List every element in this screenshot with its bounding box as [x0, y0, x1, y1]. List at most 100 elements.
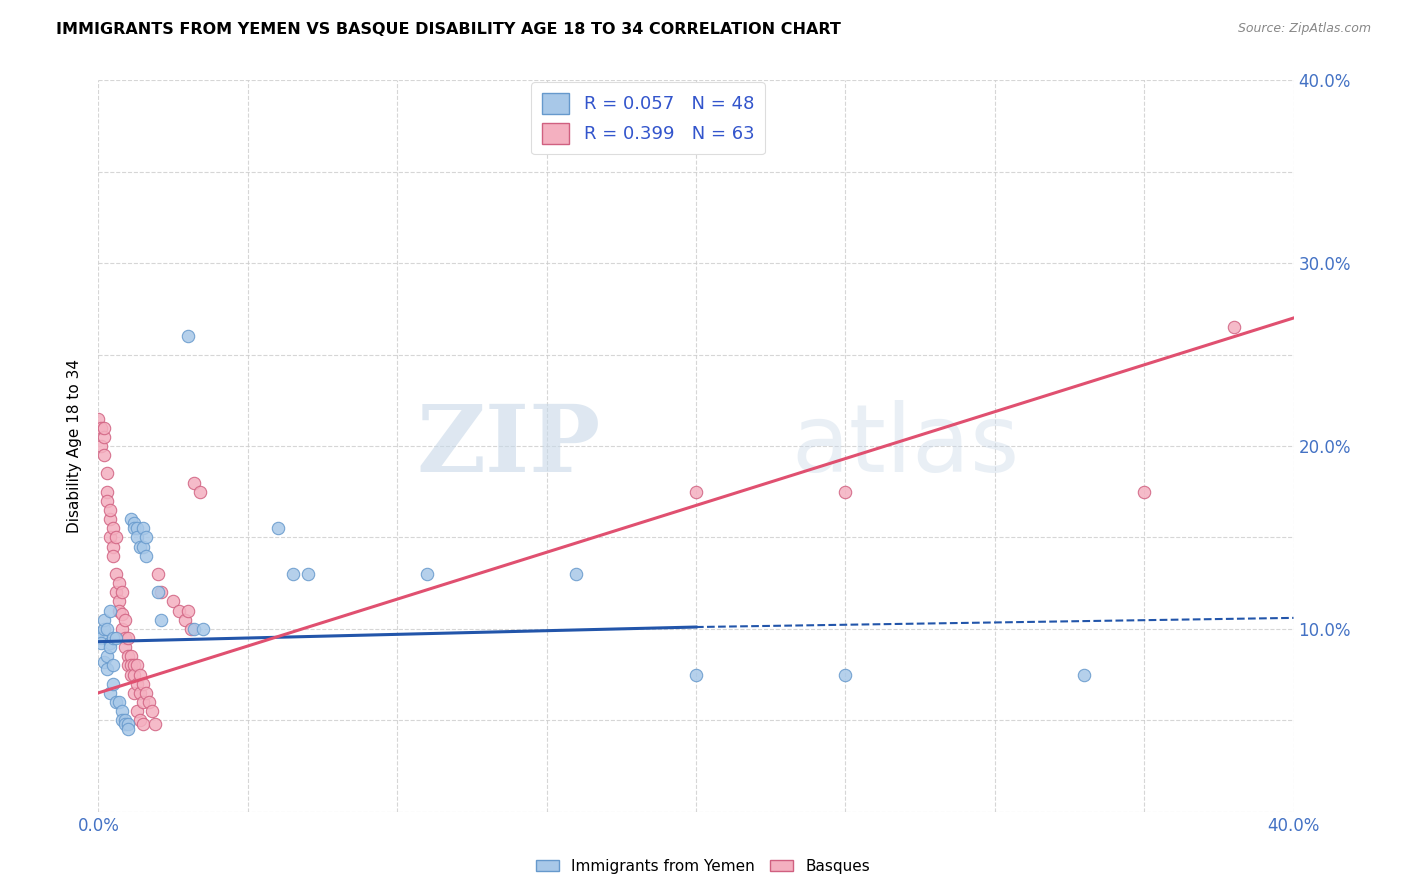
Point — [103, 549, 125, 563]
Point — [96, 649, 118, 664]
Point — [281, 567, 304, 582]
Point — [98, 636, 122, 650]
Point — [108, 576, 131, 591]
Text: atlas: atlas — [792, 400, 1019, 492]
Point — [127, 530, 149, 544]
Legend: Immigrants from Yemen, Basques: Immigrants from Yemen, Basques — [530, 853, 876, 880]
Point — [105, 631, 128, 645]
Point — [93, 622, 115, 636]
Point — [127, 521, 149, 535]
Point — [177, 329, 200, 343]
Point — [105, 585, 128, 599]
Point — [150, 613, 173, 627]
Point — [297, 567, 319, 582]
Point — [127, 704, 149, 718]
Point — [96, 484, 118, 499]
Point — [98, 603, 122, 617]
Point — [124, 521, 146, 535]
Point — [111, 622, 134, 636]
Y-axis label: Disability Age 18 to 34: Disability Age 18 to 34 — [67, 359, 83, 533]
Point — [132, 521, 155, 535]
Point — [96, 622, 118, 636]
Text: IMMIGRANTS FROM YEMEN VS BASQUE DISABILITY AGE 18 TO 34 CORRELATION CHART: IMMIGRANTS FROM YEMEN VS BASQUE DISABILI… — [56, 22, 841, 37]
Point — [124, 658, 146, 673]
Point — [111, 714, 134, 728]
Point — [98, 512, 122, 526]
Point — [114, 631, 136, 645]
Point — [143, 717, 166, 731]
Point — [129, 714, 152, 728]
Point — [124, 516, 146, 530]
Point — [685, 667, 707, 681]
Point — [127, 658, 149, 673]
Point — [111, 704, 134, 718]
Point — [117, 631, 139, 645]
Point — [114, 640, 136, 655]
Point — [174, 613, 197, 627]
Point — [191, 622, 214, 636]
Point — [117, 649, 139, 664]
Point — [103, 540, 125, 554]
Point — [93, 430, 115, 444]
Point — [183, 622, 205, 636]
Point — [129, 686, 152, 700]
Point — [124, 667, 146, 681]
Point — [132, 676, 155, 690]
Point — [103, 658, 125, 673]
Point — [90, 439, 112, 453]
Point — [114, 717, 136, 731]
Point — [96, 494, 118, 508]
Point — [103, 631, 125, 645]
Point — [96, 467, 118, 481]
Point — [150, 585, 173, 599]
Point — [180, 622, 202, 636]
Point — [103, 521, 125, 535]
Point — [127, 676, 149, 690]
Point — [167, 603, 190, 617]
Point — [135, 549, 157, 563]
Point — [188, 484, 211, 499]
Point — [1073, 667, 1095, 681]
Point — [93, 655, 115, 669]
Point — [132, 540, 155, 554]
Point — [416, 567, 439, 582]
Text: Source: ZipAtlas.com: Source: ZipAtlas.com — [1237, 22, 1371, 36]
Point — [117, 717, 139, 731]
Legend: R = 0.057   N = 48, R = 0.399   N = 63: R = 0.057 N = 48, R = 0.399 N = 63 — [531, 82, 765, 154]
Point — [124, 686, 146, 700]
Point — [105, 567, 128, 582]
Point — [267, 521, 290, 535]
Point — [105, 695, 128, 709]
Point — [114, 613, 136, 627]
Point — [98, 640, 122, 655]
Point — [96, 662, 118, 676]
Point — [148, 585, 170, 599]
Point — [141, 704, 163, 718]
Point — [183, 475, 205, 490]
Point — [103, 676, 125, 690]
Point — [111, 585, 134, 599]
Point — [98, 503, 122, 517]
Point — [117, 723, 139, 737]
Point — [90, 631, 112, 645]
Point — [129, 667, 152, 681]
Text: ZIP: ZIP — [416, 401, 600, 491]
Point — [162, 594, 184, 608]
Point — [685, 484, 707, 499]
Point — [132, 695, 155, 709]
Point — [1133, 484, 1156, 499]
Point — [117, 658, 139, 673]
Point — [120, 658, 142, 673]
Point — [105, 530, 128, 544]
Point — [111, 607, 134, 622]
Point — [565, 567, 588, 582]
Point — [120, 667, 142, 681]
Point — [87, 625, 110, 640]
Point — [108, 594, 131, 608]
Point — [177, 603, 200, 617]
Point — [108, 603, 131, 617]
Point — [87, 411, 110, 425]
Point — [98, 530, 122, 544]
Point — [834, 484, 856, 499]
Point — [114, 714, 136, 728]
